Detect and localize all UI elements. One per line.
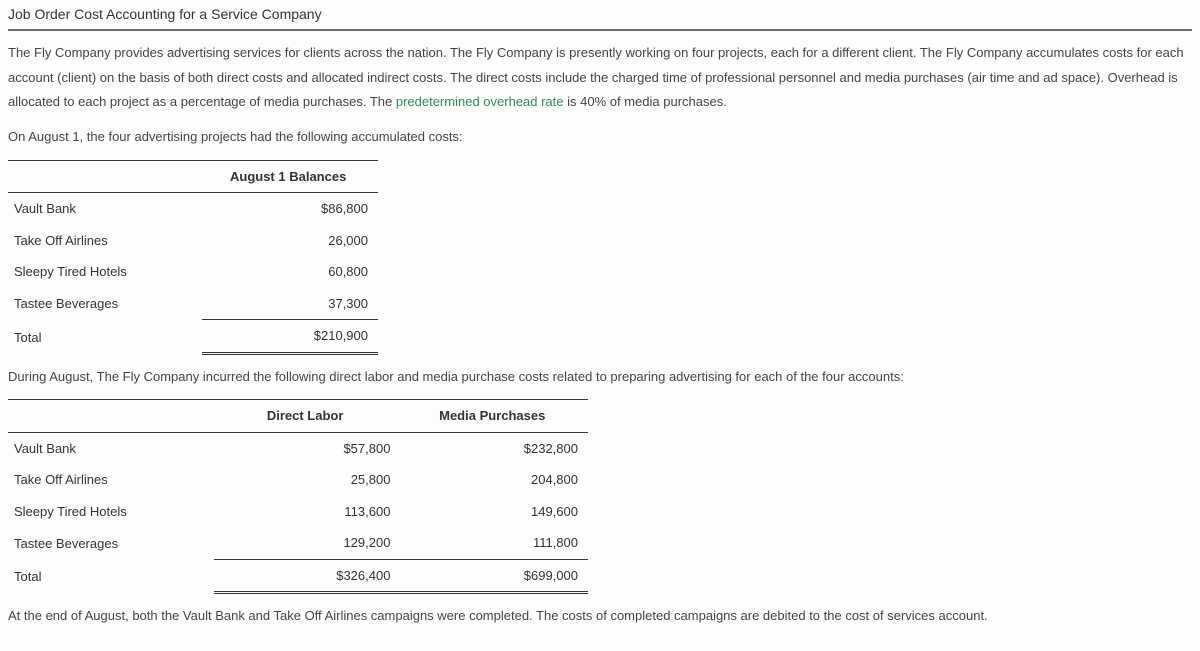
client-cell: Tastee Beverages xyxy=(8,527,214,559)
labor-cell: 113,600 xyxy=(214,496,401,528)
august-costs-table: Direct Labor Media Purchases Vault Bank … xyxy=(8,399,588,594)
closing-paragraph: At the end of August, both the Vault Ban… xyxy=(8,604,1192,629)
blank-header xyxy=(8,160,202,193)
media-cell: 204,800 xyxy=(400,464,588,496)
overhead-rate-link[interactable]: predetermined overhead rate xyxy=(396,94,564,109)
client-cell: Vault Bank xyxy=(8,432,214,464)
client-cell: Sleepy Tired Hotels xyxy=(8,496,214,528)
table-row: Take Off Airlines 25,800 204,800 xyxy=(8,464,588,496)
value-cell: $86,800 xyxy=(202,193,378,225)
total-media: $699,000 xyxy=(400,559,588,593)
direct-labor-header: Direct Labor xyxy=(214,400,401,433)
page-content: Job Order Cost Accounting for a Service … xyxy=(0,0,1200,651)
media-cell: $232,800 xyxy=(400,432,588,464)
total-label: Total xyxy=(8,320,202,354)
intro-paragraph: The Fly Company provides advertising ser… xyxy=(8,41,1192,115)
total-labor: $326,400 xyxy=(214,559,401,593)
client-cell: Vault Bank xyxy=(8,193,202,225)
client-cell: Sleepy Tired Hotels xyxy=(8,256,202,288)
total-row: Total $210,900 xyxy=(8,320,378,354)
client-cell: Take Off Airlines xyxy=(8,225,202,257)
value-cell: 37,300 xyxy=(202,288,378,320)
media-purchases-header: Media Purchases xyxy=(400,400,588,433)
labor-cell: 25,800 xyxy=(214,464,401,496)
media-cell: 149,600 xyxy=(400,496,588,528)
table-row: Vault Bank $86,800 xyxy=(8,193,378,225)
balances-header: August 1 Balances xyxy=(202,160,378,193)
blank-header xyxy=(8,400,214,433)
august1-balances-table: August 1 Balances Vault Bank $86,800 Tak… xyxy=(8,160,378,355)
table-row: Sleepy Tired Hotels 60,800 xyxy=(8,256,378,288)
costs-intro: During August, The Fly Company incurred … xyxy=(8,365,1192,390)
table-row: Tastee Beverages 129,200 111,800 xyxy=(8,527,588,559)
total-label: Total xyxy=(8,559,214,593)
value-cell: 60,800 xyxy=(202,256,378,288)
intro-text-b: is 40% of media purchases. xyxy=(564,94,727,109)
total-value: $210,900 xyxy=(202,320,378,354)
client-cell: Take Off Airlines xyxy=(8,464,214,496)
media-cell: 111,800 xyxy=(400,527,588,559)
client-cell: Tastee Beverages xyxy=(8,288,202,320)
table-row: Vault Bank $57,800 $232,800 xyxy=(8,432,588,464)
labor-cell: 129,200 xyxy=(214,527,401,559)
labor-cell: $57,800 xyxy=(214,432,401,464)
total-row: Total $326,400 $699,000 xyxy=(8,559,588,593)
value-cell: 26,000 xyxy=(202,225,378,257)
table-row: Sleepy Tired Hotels 113,600 149,600 xyxy=(8,496,588,528)
table-row: Tastee Beverages 37,300 xyxy=(8,288,378,320)
table-row: Take Off Airlines 26,000 xyxy=(8,225,378,257)
page-title: Job Order Cost Accounting for a Service … xyxy=(8,4,1192,31)
balances-intro: On August 1, the four advertising projec… xyxy=(8,125,1192,150)
